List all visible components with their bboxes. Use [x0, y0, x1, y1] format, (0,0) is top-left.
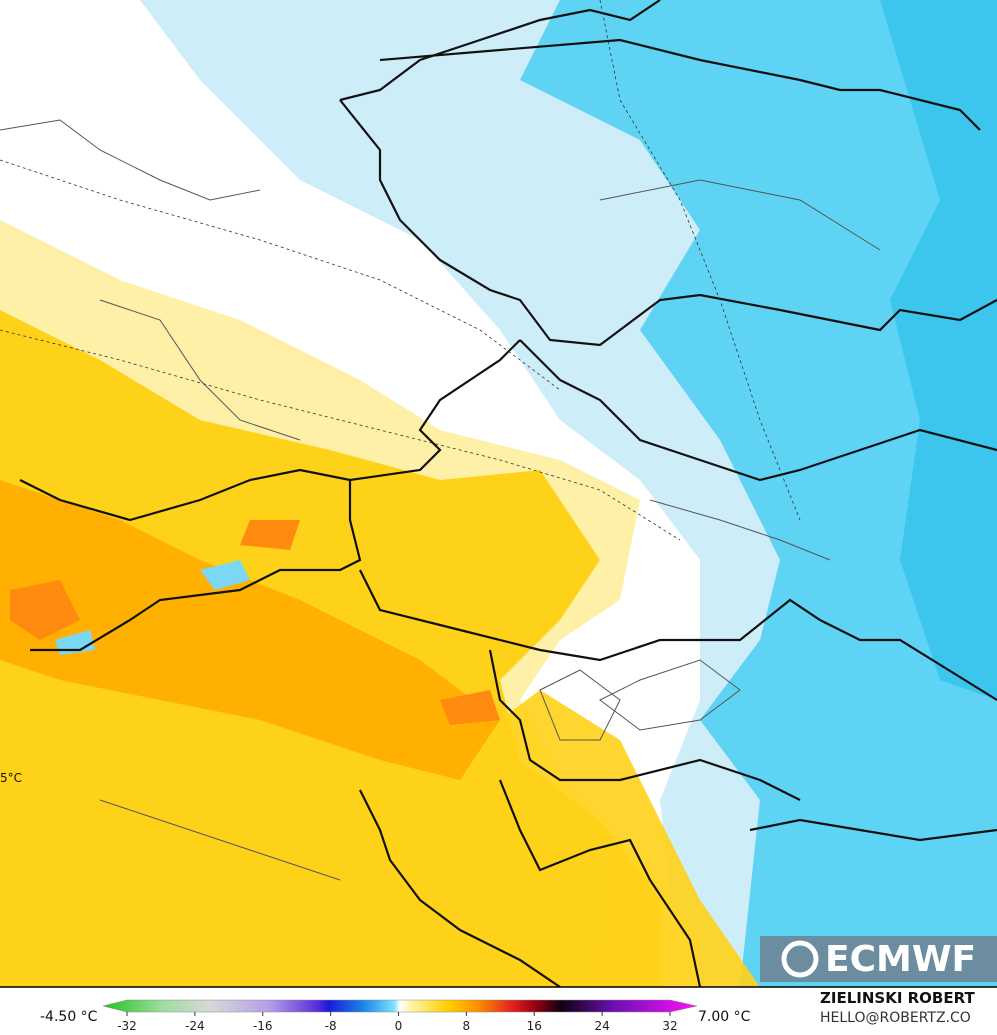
warmer-field: [0, 480, 500, 780]
contour-label: 5°C: [0, 771, 22, 785]
colorbar-tick-label: 16: [527, 1019, 542, 1033]
colorbar-tick-label: -8: [325, 1019, 337, 1033]
colorbar-tick-label: 32: [662, 1019, 677, 1033]
map: 5°C ECMWF: [0, 0, 997, 988]
hot-spot: [10, 520, 500, 725]
colorbar-tick-label: 24: [594, 1019, 609, 1033]
region-borders: [0, 119, 881, 881]
colorbar-tick-label: -16: [253, 1019, 273, 1033]
logo: ECMWF: [825, 939, 976, 980]
credit-author: ZIELINSKI ROBERT: [820, 989, 975, 1007]
colorbar-tick-label: -24: [185, 1019, 205, 1033]
colorbar-tick-label: -32: [117, 1019, 137, 1033]
coast-warm: [500, 690, 760, 987]
colorbar-min-label: -4.50 °C: [40, 1009, 98, 1025]
colorbar: -4.50 °C 7.00 °C -32 -24 -16 -8 0 8 16 24 32: [40, 999, 751, 1033]
logo-icon: [781, 940, 819, 978]
country-borders: [19, 0, 997, 988]
colorbar-tick-label: 8: [463, 1019, 471, 1033]
cold-core: [880, 0, 997, 700]
cold-spot: [55, 560, 250, 655]
colorbar-tick-label: 0: [395, 1019, 403, 1033]
contours: [0, 0, 801, 541]
credit-contact: HELLO@ROBERTZ.CO: [820, 1010, 971, 1026]
colorbar-max-label: 7.00 °C: [698, 1009, 751, 1025]
colorbar-ramp: [102, 999, 698, 1013]
